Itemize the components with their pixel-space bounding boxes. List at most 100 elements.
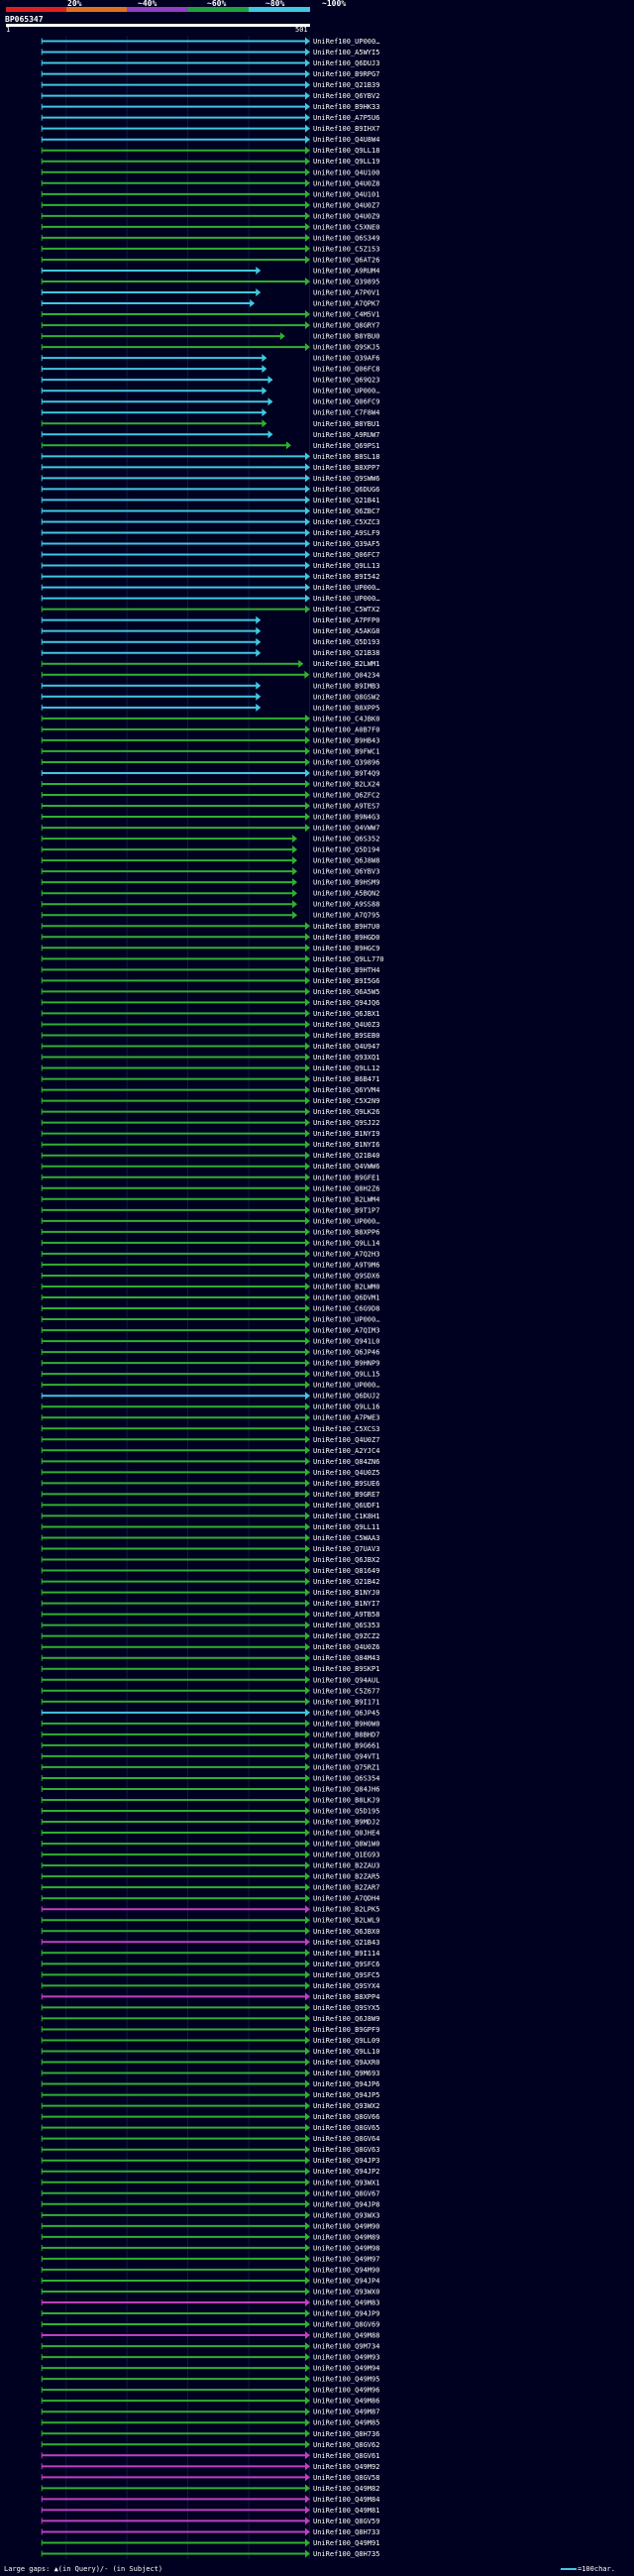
hit-label: UniRef100_Q49M84 [313,2496,379,2504]
hit-label: UniRef100_Q81649 [313,1567,379,1575]
hit-label: UniRef100_Q9M734 [313,2343,379,2351]
hit-arrowhead [305,178,310,187]
hit-arrowhead [305,1424,310,1433]
hit-arrowhead [305,1227,310,1236]
hit-label: UniRef100_B8YBU1 [313,420,379,428]
hit-label: UniRef100_Q49M83 [313,2298,379,2306]
hit-label: UniRef100_Q6ZFC2 [313,792,379,800]
hit-row: UniRef100_B9FWC1 [41,746,379,755]
hit-arrowhead [305,463,310,472]
hit-row: UniRef100_B9HSM9 [41,878,379,887]
hit-row: UniRef100_Q4U0Z7 [41,200,379,209]
hit-label: UniRef100_Q6JBX0 [313,1928,379,1936]
hit-label: UniRef100_UP000… [313,388,379,395]
hit-row: UniRef100_UP000… [41,594,379,603]
hit-arrowhead [305,200,310,209]
hit-row: UniRef100_Q6ZBC7 [41,506,379,515]
hit-row: UniRef100_Q6JBX1 [41,1009,379,1018]
hit-label: UniRef100_Q84JH6 [313,1785,379,1793]
hit-label: UniRef100_Q94M90 [313,2266,379,2274]
hit-arrowhead [305,1064,310,1072]
hit-label: UniRef100_A5WYI5 [313,49,379,56]
hit-row: UniRef100_B9T4Q9 [41,768,379,777]
hit-arrowhead [305,2014,310,2023]
hit-label: UniRef100_Q8H736 [313,2430,379,2438]
hit-arrowhead [305,2408,310,2416]
hit-row: UniRef100_Q39AF5 [41,539,379,548]
hit-arrowhead [305,1183,310,1192]
hit-label: UniRef100_B9HB43 [313,736,379,744]
hit-arrowhead [305,244,310,253]
hit-row: UniRef100_Q94AUL [41,1675,379,1684]
hit-arrowhead [305,1697,310,1706]
hit-arrowhead [305,2462,310,2471]
hit-arrowhead [305,1282,310,1290]
hit-arrowhead [305,2199,310,2208]
hit-label: UniRef100_Q6YBV3 [313,868,379,876]
hit-label: UniRef100_Q69Q23 [313,377,379,385]
hit-arrowhead [305,1610,310,1619]
hit-arrowhead [305,452,310,461]
hit-arrowhead [305,80,310,89]
hit-label: UniRef100_B9HTH4 [313,966,379,974]
hit-row: UniRef100_Q6S352 [41,835,379,843]
hit-row: UniRef100_Q1EG93 [41,1850,379,1859]
hit-arrowhead [305,2101,310,2110]
hit-row: UniRef100_C4JBK0 [41,714,379,723]
hit-arrowhead [305,714,310,723]
hit-row: UniRef100_Q8GV64 [41,2134,379,2143]
hit-row: UniRef100_B8XPP6 [41,1227,379,1236]
hit-row: UniRef100_Q8GV62 [41,2440,379,2449]
hit-row: UniRef100_B9I171 [41,1697,379,1706]
hit-arrowhead [305,1479,310,1488]
hit-label: UniRef100_B8XPP4 [313,1993,379,2001]
hit-row: UniRef100_B8SL18 [41,452,379,461]
legend-swatch-80 [188,7,249,12]
hit-row: UniRef100_Q0JHE4 [41,1829,379,1838]
hit-label: UniRef100_Q93WX2 [313,2102,379,2110]
hit-row: UniRef100_Q21B41 [41,496,379,504]
hit-arrowhead [305,2232,310,2241]
hit-label: UniRef100_Q94JP6 [313,2080,379,2088]
hit-label: UniRef100_B9I171 [313,1698,379,1706]
hit-arrowhead [305,2451,310,2460]
hit-row: UniRef100_Q9SWW6 [41,474,379,483]
hit-arrowhead [305,189,310,198]
hit-row: UniRef100_A7QIM3 [41,1326,379,1335]
identity-legend: 20% ~40% ~60% ~80% ~100% [6,0,346,12]
hit-arrowhead [256,692,262,701]
hit-row: UniRef100_Q94JP6 [41,2079,379,2088]
hit-arrowhead [305,2276,310,2285]
hit-label: UniRef100_B9HNP9 [313,1360,379,1368]
hit-arrowhead [305,1850,310,1859]
hit-row: UniRef100_Q84ZN6 [41,1457,379,1466]
hit-label: UniRef100_Q4U101 [313,190,379,198]
hit-row: UniRef100_C1K8H1 [41,1512,379,1520]
hit-arrowhead [305,1807,310,1816]
hit-arrowhead [305,1457,310,1466]
hit-label: UniRef100_Q9LL10 [313,2048,379,2056]
hit-arrowhead [305,58,310,67]
hit-row: UniRef100_Q9M734 [41,2342,379,2351]
hit-label: UniRef100_Q94JP5 [313,2091,379,2099]
hit-row: UniRef100_B2LWM1 [41,659,379,668]
hit-label: UniRef100_Q49M87 [313,2408,379,2416]
hit-label: UniRef100_Q4VWW6 [313,1163,379,1171]
hit-arrowhead [305,2484,310,2493]
hit-label: UniRef100_Q1EG93 [313,1851,379,1859]
hit-label: UniRef100_Q49M86 [313,2398,379,2406]
legend-tick-40: ~40% [138,0,158,8]
hit-label: UniRef100_C6G9D8 [313,1305,379,1313]
hit-row: UniRef100_B9SKP1 [41,1664,379,1673]
hit-arrowhead [305,1293,310,1301]
hit-arrowhead [305,1872,310,1881]
query-end: 501 [295,26,308,34]
hit-arrowhead [305,1194,310,1203]
hit-arrowhead [305,1260,310,1269]
hit-label: UniRef100_Q06FC9 [313,398,379,406]
hit-row: UniRef100_B2LWM0 [41,1282,379,1290]
hit-label: UniRef100_A9RUM4 [313,267,379,275]
hit-arrowhead [305,539,310,548]
hit-label: UniRef100_B9H0W0 [313,1720,379,1728]
hit-arrowhead [305,1773,310,1782]
